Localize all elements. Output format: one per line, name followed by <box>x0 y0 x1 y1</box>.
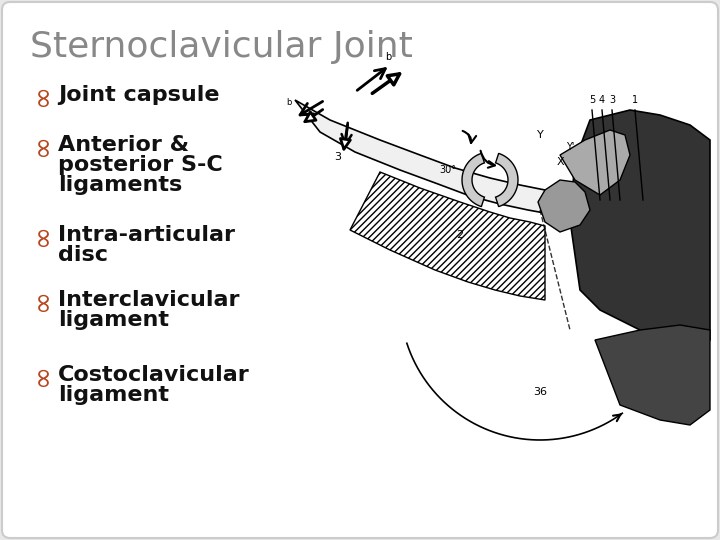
Text: ligaments: ligaments <box>58 175 182 195</box>
Polygon shape <box>350 172 545 300</box>
Text: 36: 36 <box>533 387 547 397</box>
Polygon shape <box>570 110 710 355</box>
Text: X: X <box>556 157 564 167</box>
Polygon shape <box>295 100 550 214</box>
Polygon shape <box>595 325 710 425</box>
Text: Anterior &: Anterior & <box>58 135 189 155</box>
Text: b: b <box>385 52 391 62</box>
Text: ∞: ∞ <box>28 83 56 106</box>
Text: 4: 4 <box>599 95 605 105</box>
Text: ∞: ∞ <box>28 133 56 156</box>
Text: Sternoclavicular Joint: Sternoclavicular Joint <box>30 30 413 64</box>
Text: ∞: ∞ <box>28 288 56 311</box>
Text: ∞: ∞ <box>28 223 56 246</box>
Text: Joint capsule: Joint capsule <box>58 85 220 105</box>
Text: Y': Y' <box>566 142 574 152</box>
Text: posterior S-C: posterior S-C <box>58 155 222 175</box>
Polygon shape <box>462 153 485 207</box>
Text: Costoclavicular: Costoclavicular <box>58 365 250 385</box>
Polygon shape <box>495 153 518 207</box>
Polygon shape <box>560 130 630 195</box>
Text: ligament: ligament <box>58 310 169 330</box>
Text: ligament: ligament <box>58 385 169 405</box>
Text: 5: 5 <box>589 95 595 105</box>
Text: 30°: 30° <box>439 165 456 175</box>
Text: 2: 2 <box>456 230 464 240</box>
Text: 3: 3 <box>609 95 615 105</box>
Text: disc: disc <box>58 245 108 265</box>
Text: Intra-articular: Intra-articular <box>58 225 235 245</box>
Text: 3: 3 <box>335 152 341 162</box>
Text: Interclavicular: Interclavicular <box>58 290 240 310</box>
Polygon shape <box>538 180 590 232</box>
Text: b: b <box>287 98 292 107</box>
Text: Y: Y <box>536 130 544 140</box>
Text: 1: 1 <box>632 95 638 105</box>
Text: ∞: ∞ <box>28 363 56 386</box>
